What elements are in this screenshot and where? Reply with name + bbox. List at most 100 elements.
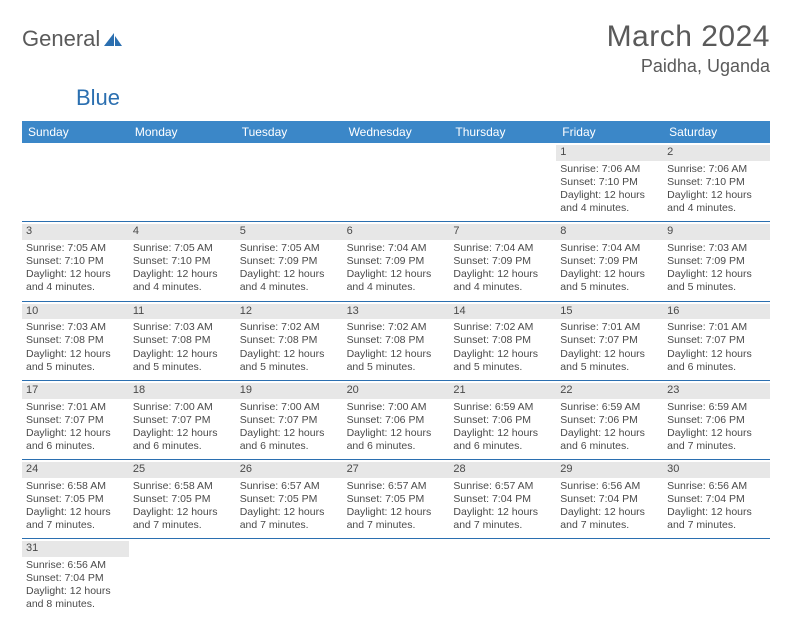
day-cell: 6Sunrise: 7:04 AMSunset: 7:09 PMDaylight…: [343, 222, 450, 300]
day1-text: Daylight: 12 hours: [667, 506, 766, 519]
day-cell: [556, 539, 663, 617]
day1-text: Daylight: 12 hours: [133, 348, 232, 361]
sunset-text: Sunset: 7:05 PM: [26, 493, 125, 506]
sunrise-text: Sunrise: 7:05 AM: [26, 242, 125, 255]
day-number: 8: [556, 224, 663, 240]
day-number: 30: [663, 462, 770, 478]
day1-text: Daylight: 12 hours: [667, 427, 766, 440]
sunset-text: Sunset: 7:07 PM: [133, 414, 232, 427]
day-cell: 17Sunrise: 7:01 AMSunset: 7:07 PMDayligh…: [22, 381, 129, 459]
title-month: March 2024: [607, 20, 770, 54]
day-cell: 14Sunrise: 7:02 AMSunset: 7:08 PMDayligh…: [449, 302, 556, 380]
sunrise-text: Sunrise: 6:56 AM: [26, 559, 125, 572]
day1-text: Daylight: 12 hours: [560, 506, 659, 519]
day2-text: and 5 minutes.: [560, 281, 659, 294]
day2-text: and 6 minutes.: [26, 440, 125, 453]
day-cell: 15Sunrise: 7:01 AMSunset: 7:07 PMDayligh…: [556, 302, 663, 380]
day-number: 6: [343, 224, 450, 240]
day2-text: and 6 minutes.: [453, 440, 552, 453]
day-number: 7: [449, 224, 556, 240]
day-cell: [449, 539, 556, 617]
day-header: Monday: [129, 121, 236, 143]
sunset-text: Sunset: 7:10 PM: [667, 176, 766, 189]
sunset-text: Sunset: 7:05 PM: [240, 493, 339, 506]
sunrise-text: Sunrise: 6:57 AM: [347, 480, 446, 493]
day-number: 29: [556, 462, 663, 478]
sunset-text: Sunset: 7:09 PM: [560, 255, 659, 268]
sunset-text: Sunset: 7:05 PM: [133, 493, 232, 506]
sunset-text: Sunset: 7:10 PM: [560, 176, 659, 189]
sunrise-text: Sunrise: 6:58 AM: [133, 480, 232, 493]
day1-text: Daylight: 12 hours: [240, 427, 339, 440]
day-cell: .: [129, 143, 236, 221]
sunset-text: Sunset: 7:08 PM: [26, 334, 125, 347]
day-number: 22: [556, 383, 663, 399]
sunrise-text: Sunrise: 7:02 AM: [453, 321, 552, 334]
week-row: 17Sunrise: 7:01 AMSunset: 7:07 PMDayligh…: [22, 381, 770, 460]
calendar: Sunday Monday Tuesday Wednesday Thursday…: [22, 121, 770, 618]
day-number: 17: [22, 383, 129, 399]
sunrise-text: Sunrise: 6:57 AM: [240, 480, 339, 493]
sunrise-text: Sunrise: 7:05 AM: [133, 242, 232, 255]
day1-text: Daylight: 12 hours: [133, 506, 232, 519]
day1-text: Daylight: 12 hours: [453, 506, 552, 519]
sunset-text: Sunset: 7:07 PM: [560, 334, 659, 347]
day1-text: Daylight: 12 hours: [560, 268, 659, 281]
day-cell: 2Sunrise: 7:06 AMSunset: 7:10 PMDaylight…: [663, 143, 770, 221]
day1-text: Daylight: 12 hours: [667, 348, 766, 361]
title-block: March 2024 Paidha, Uganda: [607, 20, 770, 77]
day-cell: 12Sunrise: 7:02 AMSunset: 7:08 PMDayligh…: [236, 302, 343, 380]
day-number: 26: [236, 462, 343, 478]
week-row: 10Sunrise: 7:03 AMSunset: 7:08 PMDayligh…: [22, 302, 770, 381]
day-number: 3: [22, 224, 129, 240]
day-number: 14: [449, 304, 556, 320]
day2-text: and 7 minutes.: [133, 519, 232, 532]
day-number: 15: [556, 304, 663, 320]
day-number: 19: [236, 383, 343, 399]
day-number: 16: [663, 304, 770, 320]
logo: General: [22, 26, 124, 52]
sunset-text: Sunset: 7:06 PM: [560, 414, 659, 427]
day1-text: Daylight: 12 hours: [560, 427, 659, 440]
day-number: 11: [129, 304, 236, 320]
day2-text: and 4 minutes.: [240, 281, 339, 294]
sunrise-text: Sunrise: 6:58 AM: [26, 480, 125, 493]
sunrise-text: Sunrise: 6:56 AM: [667, 480, 766, 493]
day-cell: 29Sunrise: 6:56 AMSunset: 7:04 PMDayligh…: [556, 460, 663, 538]
day-cell: 8Sunrise: 7:04 AMSunset: 7:09 PMDaylight…: [556, 222, 663, 300]
sunset-text: Sunset: 7:06 PM: [347, 414, 446, 427]
sunset-text: Sunset: 7:09 PM: [347, 255, 446, 268]
day-cell: 9Sunrise: 7:03 AMSunset: 7:09 PMDaylight…: [663, 222, 770, 300]
day1-text: Daylight: 12 hours: [26, 427, 125, 440]
sunrise-text: Sunrise: 7:04 AM: [347, 242, 446, 255]
sunset-text: Sunset: 7:05 PM: [347, 493, 446, 506]
sunset-text: Sunset: 7:08 PM: [133, 334, 232, 347]
day-number: 5: [236, 224, 343, 240]
day-number: 12: [236, 304, 343, 320]
day-cell: 22Sunrise: 6:59 AMSunset: 7:06 PMDayligh…: [556, 381, 663, 459]
day1-text: Daylight: 12 hours: [240, 268, 339, 281]
day2-text: and 7 minutes.: [667, 519, 766, 532]
day1-text: Daylight: 12 hours: [240, 506, 339, 519]
day1-text: Daylight: 12 hours: [667, 268, 766, 281]
sunset-text: Sunset: 7:10 PM: [26, 255, 125, 268]
day2-text: and 7 minutes.: [560, 519, 659, 532]
sunset-text: Sunset: 7:10 PM: [133, 255, 232, 268]
sunrise-text: Sunrise: 6:56 AM: [560, 480, 659, 493]
day-cell: 21Sunrise: 6:59 AMSunset: 7:06 PMDayligh…: [449, 381, 556, 459]
day1-text: Daylight: 12 hours: [453, 348, 552, 361]
day-number: 21: [449, 383, 556, 399]
sunrise-text: Sunrise: 7:00 AM: [347, 401, 446, 414]
day-cell: 20Sunrise: 7:00 AMSunset: 7:06 PMDayligh…: [343, 381, 450, 459]
day1-text: Daylight: 12 hours: [560, 189, 659, 202]
day-cell: .: [449, 143, 556, 221]
day-number: 9: [663, 224, 770, 240]
day-number: 24: [22, 462, 129, 478]
sunrise-text: Sunrise: 7:01 AM: [667, 321, 766, 334]
sunset-text: Sunset: 7:07 PM: [240, 414, 339, 427]
day-cell: .: [343, 143, 450, 221]
sunrise-text: Sunrise: 7:06 AM: [667, 163, 766, 176]
day-cell: [129, 539, 236, 617]
sunset-text: Sunset: 7:04 PM: [26, 572, 125, 585]
day-number: 27: [343, 462, 450, 478]
